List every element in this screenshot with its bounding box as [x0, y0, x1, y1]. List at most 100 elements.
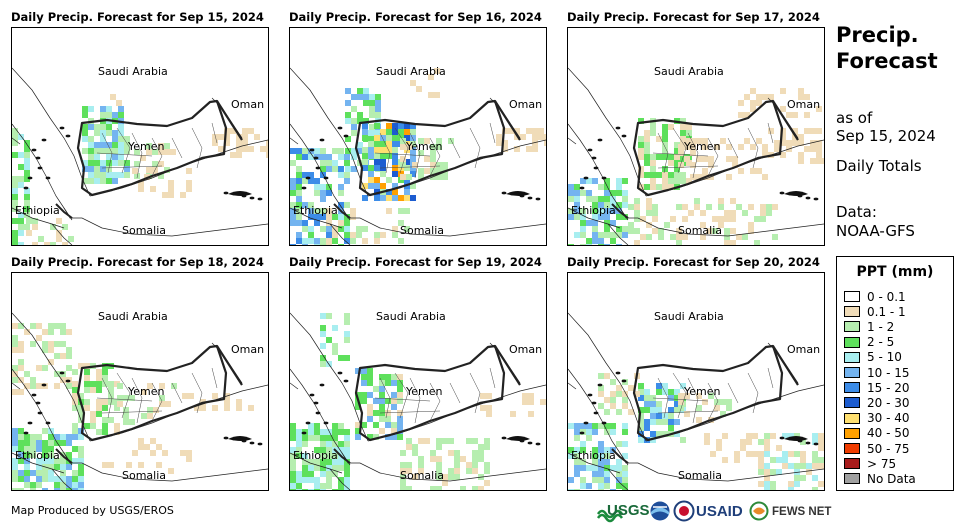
precip-cell: [108, 462, 114, 468]
precip-cell: [818, 457, 824, 463]
ethiopia-label: Ethiopia: [293, 449, 338, 462]
precip-cell: [124, 142, 130, 148]
precip-cell: [592, 196, 598, 202]
precip-cell: [355, 422, 361, 428]
precip-cell: [574, 489, 580, 490]
precip-cell: [350, 214, 356, 220]
precip-cell: [752, 451, 758, 457]
precip-cell: [236, 140, 242, 146]
precip-cell: [776, 469, 782, 475]
precip-cell: [770, 481, 776, 487]
oman-label: Oman: [509, 343, 542, 356]
precip-cell: [18, 164, 24, 170]
precip-cell: [134, 161, 140, 167]
precip-cell: [296, 208, 302, 214]
precip-cell: [460, 456, 466, 462]
precip-cell: [386, 189, 392, 195]
precip-cell: [123, 407, 129, 413]
precip-cell: [732, 162, 738, 168]
precip-cell: [114, 405, 120, 411]
precip-cell: [598, 423, 604, 429]
precip-cell: [622, 429, 628, 435]
precip-cell: [484, 444, 490, 450]
precip-cell: [344, 355, 350, 361]
precip-cell: [18, 341, 24, 347]
precip-cell: [674, 407, 680, 413]
precip-cell: [30, 341, 36, 347]
precip-cell: [338, 226, 344, 232]
precip-cell: [326, 483, 332, 489]
precip-cell: [798, 94, 804, 100]
precip-cell: [308, 489, 314, 490]
oman-border: [494, 345, 521, 386]
precip-cell: [812, 487, 818, 490]
precip-cell: [338, 459, 344, 465]
precip-cell: [812, 457, 818, 463]
precip-cell: [574, 465, 580, 471]
precip-cell: [362, 123, 368, 129]
precip-cell: [290, 429, 296, 435]
precip-cell: [568, 477, 574, 483]
precip-cell: [326, 238, 332, 244]
precip-cell: [42, 347, 48, 353]
precip-cell: [24, 446, 30, 452]
precip-cell: [302, 471, 308, 477]
precip-cell: [36, 323, 42, 329]
precip-cell: [60, 440, 66, 446]
product-title: Precip. Forecast: [836, 22, 938, 74]
precip-cell: [212, 405, 218, 411]
yemen-label: Yemen: [127, 140, 165, 153]
precip-cell: [338, 355, 344, 361]
precip-cell: [442, 174, 448, 180]
precip-cell: [480, 393, 486, 399]
precip-cell: [486, 393, 492, 399]
precip-cell: [12, 365, 18, 371]
precip-cell: [369, 136, 375, 142]
precip-cell: [356, 232, 362, 238]
precip-cell: [24, 464, 30, 470]
precip-cell: [472, 450, 478, 456]
precip-cell: [604, 373, 610, 379]
precip-cell: [385, 422, 391, 428]
precip-cell: [144, 444, 150, 450]
precip-cell: [684, 144, 690, 150]
precip-cell: [170, 149, 176, 155]
precip-cell: [302, 453, 308, 459]
precip-cell: [141, 413, 147, 419]
precip-cell: [404, 123, 410, 129]
precip-cell: [320, 196, 326, 202]
usgs-logo-icon: USGS: [596, 502, 650, 523]
precip-cell: [782, 433, 788, 439]
precip-cell: [218, 134, 224, 140]
precip-cell: [526, 128, 532, 134]
precip-cell: [598, 489, 604, 490]
precip-cell: [332, 459, 338, 465]
precip-cell: [397, 410, 403, 416]
precip-cell: [326, 313, 332, 319]
precip-cell: [786, 112, 792, 118]
precip-cell: [118, 124, 124, 130]
precip-cell: [472, 462, 478, 468]
precip-cell: [436, 486, 442, 490]
precip-cell: [816, 140, 822, 146]
precip-cell: [604, 483, 610, 489]
precip-cell: [350, 238, 356, 244]
precip-cell: [568, 423, 574, 429]
precip-cell: [598, 385, 604, 391]
precip-cell: [242, 128, 248, 134]
precip-cell: [332, 429, 338, 435]
precip-cell: [200, 405, 206, 411]
precip-cell: [363, 118, 369, 124]
precip-cell: [386, 208, 392, 214]
precip-cell: [344, 202, 350, 208]
precip-cell: [610, 379, 616, 385]
precip-cell: [716, 445, 722, 451]
precip-cell: [454, 450, 460, 456]
precip-cell: [392, 171, 398, 177]
precip-cell: [678, 162, 684, 168]
precip-cell: [528, 393, 534, 399]
precip-cell: [102, 375, 108, 381]
usaid-logo-icon: USAID: [673, 500, 743, 522]
precip-cell: [124, 160, 130, 166]
legend-swatch: [844, 306, 860, 318]
